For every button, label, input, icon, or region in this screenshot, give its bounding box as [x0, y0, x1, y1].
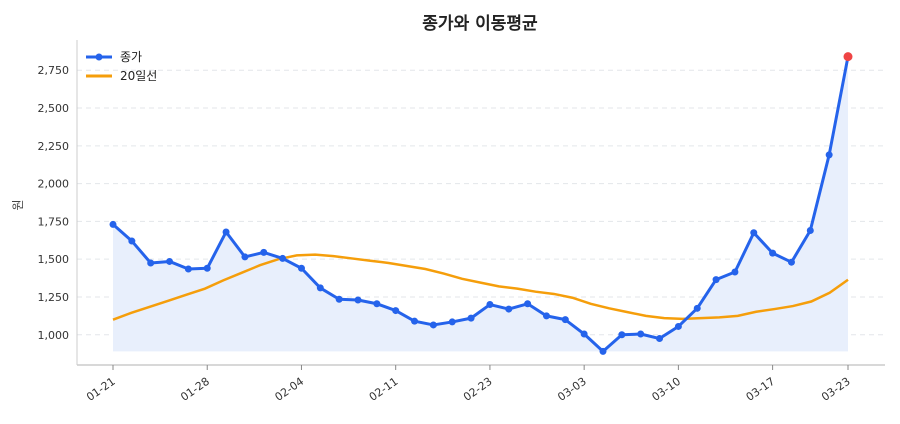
close-point	[731, 268, 739, 276]
legend: 종가 20일선	[86, 50, 157, 83]
close-line	[112, 56, 850, 353]
close-point	[561, 316, 569, 324]
close-point	[787, 258, 795, 266]
x-tick-label: 03-23	[819, 375, 853, 404]
legend-marker-close	[95, 53, 103, 61]
close-point	[524, 300, 532, 308]
close-point	[411, 317, 419, 325]
close-point	[429, 321, 437, 329]
close-point	[222, 228, 230, 236]
close-point	[203, 264, 211, 272]
close-point	[806, 226, 814, 234]
close-point	[354, 296, 362, 304]
legend-label-ma20: 20일선	[120, 69, 157, 83]
close-point	[279, 254, 287, 262]
close-point	[542, 312, 550, 320]
x-tick-label: 02-23	[461, 375, 495, 404]
close-point	[467, 314, 475, 322]
close-point	[637, 330, 645, 338]
close-point	[335, 295, 343, 303]
close-point	[260, 248, 268, 256]
close-point	[750, 229, 758, 237]
close-point	[505, 305, 513, 313]
y-tick-label: 2,500	[38, 102, 70, 115]
y-tick-label: 1,750	[38, 215, 70, 228]
x-tick-label: 02-04	[273, 375, 307, 404]
close-point	[128, 237, 136, 245]
x-tick-label: 01-28	[178, 375, 212, 404]
close-point	[693, 304, 701, 312]
y-axis-label: 원	[11, 199, 25, 210]
chart-title: 종가와 이동평균	[422, 14, 538, 34]
close-point	[448, 318, 456, 326]
close-point	[316, 284, 324, 292]
x-tick-label: 01-21	[84, 375, 118, 404]
close-point	[618, 331, 626, 339]
close-point	[166, 257, 174, 265]
y-tick-label: 1,250	[38, 291, 70, 304]
close-point	[486, 301, 494, 309]
close-point	[599, 347, 607, 355]
close-point	[109, 220, 117, 228]
legend-label-close: 종가	[120, 50, 142, 64]
x-tick-label: 03-17	[744, 375, 778, 404]
last-close-point	[843, 52, 853, 62]
close-point	[392, 307, 400, 315]
close-point	[825, 151, 833, 159]
y-tick-label: 1,500	[38, 253, 70, 266]
close-point	[241, 253, 249, 261]
close-point	[712, 276, 720, 284]
close-point	[580, 330, 588, 338]
y-tick-label: 2,250	[38, 140, 70, 153]
y-tick-label: 2,000	[38, 178, 70, 191]
x-tick-label: 02-11	[367, 375, 401, 404]
y-tick-label: 1,000	[38, 329, 70, 342]
close-point	[769, 249, 777, 257]
x-tick-label: 03-10	[649, 375, 683, 404]
close-point	[147, 259, 155, 267]
y-tick-label: 2,750	[38, 64, 70, 77]
close-point	[656, 335, 664, 343]
close-point	[674, 322, 682, 330]
close-point	[184, 265, 192, 273]
close-point	[297, 264, 305, 272]
ma20-line	[112, 253, 849, 321]
close-area-fill	[113, 56, 848, 352]
close-point	[373, 300, 381, 308]
x-tick-label: 03-03	[555, 375, 589, 404]
